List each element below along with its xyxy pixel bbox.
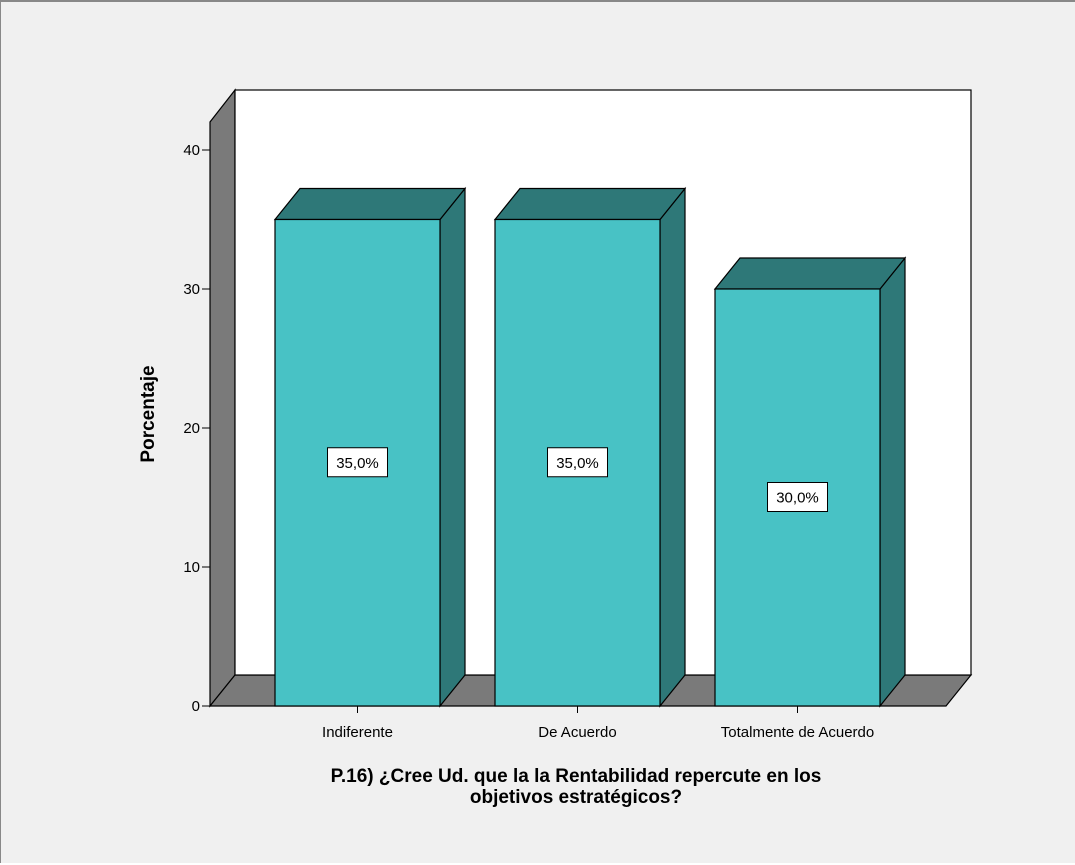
y-tick-label: 20 — [183, 420, 200, 437]
bar-top — [493, 187, 687, 221]
data-label: 35,0% — [327, 447, 388, 478]
bar-top — [273, 187, 467, 221]
x-axis-title-line-2: objetivos estratégicos? — [470, 787, 682, 808]
y-tick-label: 30 — [183, 281, 200, 298]
x-category-label: De Acuerdo — [538, 724, 616, 741]
x-category-label: Totalmente de Acuerdo — [721, 724, 874, 741]
y-axis-title: Porcentaje — [138, 365, 159, 462]
bar-top — [713, 257, 907, 290]
x-category-label: Indiferente — [322, 724, 393, 741]
bar-side — [879, 256, 906, 708]
y-tick-label: 40 — [183, 142, 200, 159]
x-axis-title-line-1: P.16) ¿Cree Ud. que la la Rentabilidad r… — [331, 766, 822, 787]
data-label-text: 35,0% — [336, 455, 379, 472]
data-label-box — [547, 447, 608, 478]
data-labels: 35,0% 35,0% 30,0% — [327, 447, 828, 512]
data-label-box — [767, 482, 828, 512]
x-axis: Indiferente De Acuerdo Totalmente de Acuer… — [322, 706, 874, 741]
left-wall — [209, 88, 236, 708]
data-label: 30,0% — [767, 482, 828, 512]
data-label-text: 35,0% — [556, 455, 599, 472]
y-axis: 0 10 20 30 40 — [183, 142, 210, 715]
bar-side — [659, 186, 686, 708]
y-tick-label: 10 — [183, 559, 200, 576]
data-label-text: 30,0% — [776, 490, 819, 507]
data-label: 35,0% — [547, 447, 608, 478]
y-tick-label: 0 — [192, 698, 200, 715]
data-label-box — [327, 447, 388, 478]
bar-side — [439, 186, 466, 708]
